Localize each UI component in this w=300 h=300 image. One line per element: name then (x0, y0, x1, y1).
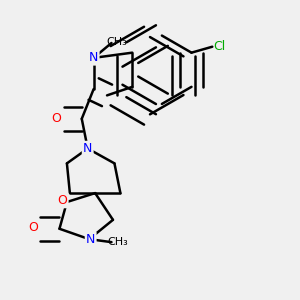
Text: N: N (83, 142, 92, 155)
Text: N: N (89, 51, 98, 64)
Text: CH₃: CH₃ (106, 37, 127, 46)
Text: O: O (58, 194, 68, 207)
Text: Cl: Cl (214, 40, 226, 53)
Text: N: N (86, 233, 95, 246)
Text: O: O (52, 112, 61, 125)
Text: O: O (28, 221, 38, 234)
Text: CH₃: CH₃ (107, 237, 128, 247)
